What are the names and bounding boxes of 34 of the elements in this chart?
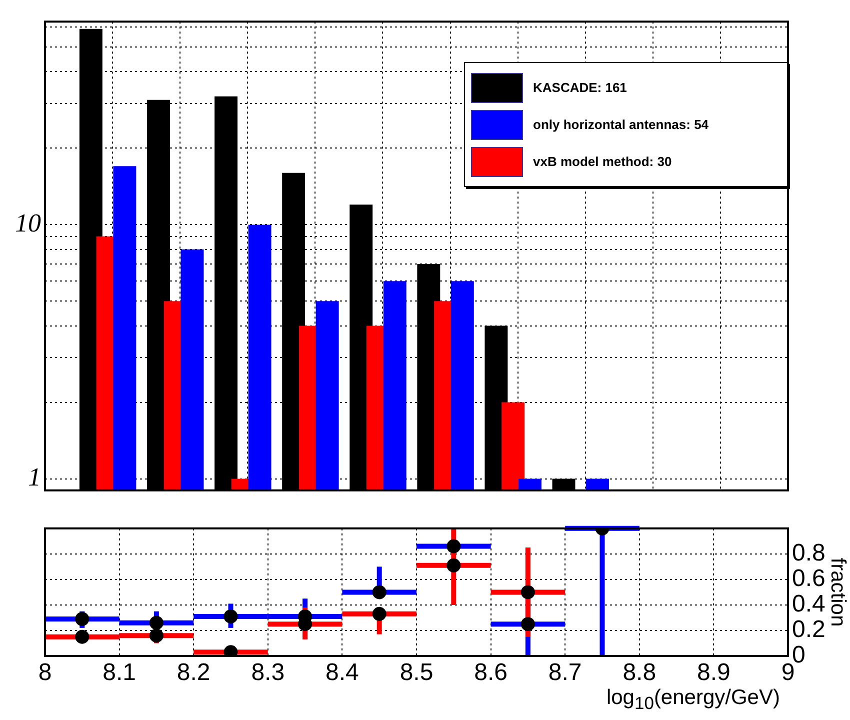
y-tick-label: 10 xyxy=(15,208,41,238)
x-axis-title: log$_{10}$(energy/GeV) xyxy=(606,686,780,714)
point xyxy=(372,585,386,600)
y-axis-title: fraction xyxy=(826,558,850,627)
x-tick-label: 8.6 xyxy=(474,659,508,686)
point xyxy=(446,558,461,572)
x-tick-label: 8.5 xyxy=(400,659,434,686)
x-tick-label: 8.7 xyxy=(548,659,582,686)
x-tick-label: 9 xyxy=(781,659,795,686)
point xyxy=(224,609,238,624)
x-tick-label: 8 xyxy=(38,659,52,686)
point xyxy=(520,585,535,600)
point xyxy=(520,617,535,632)
legend-label: KASCADE: 161 xyxy=(533,80,627,95)
y-tick-label: 0.6 xyxy=(792,565,826,592)
point xyxy=(446,539,461,554)
legend-label: only horizontal antennas: 54 xyxy=(533,117,709,132)
y-tick-label: 0.2 xyxy=(792,616,826,644)
point xyxy=(75,612,90,626)
x-tick-label: 8.3 xyxy=(251,659,285,686)
point xyxy=(149,628,164,643)
y-tick-label: 0.8 xyxy=(792,540,826,567)
x-tick-label: 8.9 xyxy=(697,659,730,686)
point xyxy=(149,616,164,630)
point xyxy=(372,606,386,621)
x-tick-label: 8.4 xyxy=(326,659,359,686)
x-tick-label: 8.1 xyxy=(102,659,136,686)
y-tick-label: 1 xyxy=(28,462,41,492)
x-tick-label: 8.8 xyxy=(622,659,656,686)
point xyxy=(75,630,90,644)
y-tick-label: 0 xyxy=(792,642,806,669)
y-tick-label: 0.4 xyxy=(792,590,826,618)
x-tick-label: 8.2 xyxy=(176,659,210,686)
legend-label: vxB model method: 30 xyxy=(533,154,672,169)
